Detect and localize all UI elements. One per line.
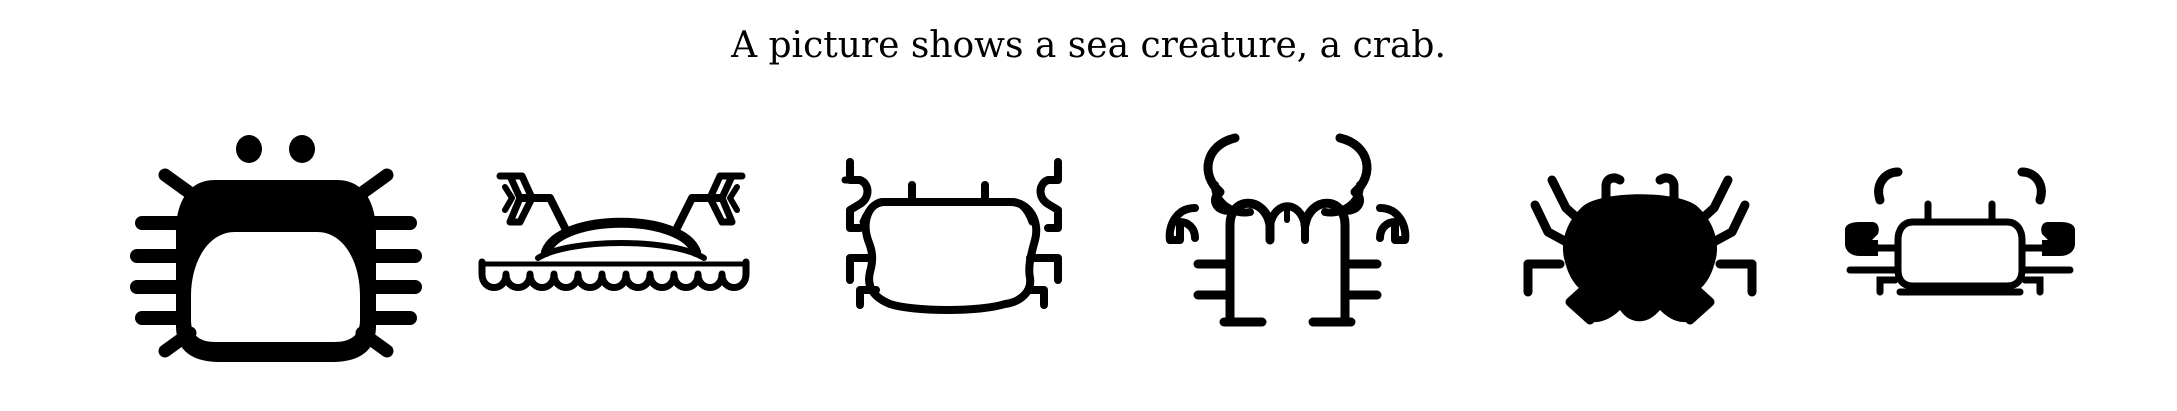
crab-icon-outline xyxy=(841,158,1062,314)
crab-icon-round-shell xyxy=(130,135,422,362)
crab-icon-on-waves xyxy=(478,172,750,291)
crab-icon-tall-claws xyxy=(1165,133,1410,327)
crab-icon-solid-spider xyxy=(1523,173,1757,325)
caption-text: A picture shows a sea creature, a crab. xyxy=(731,25,1446,66)
crab-icon-small-outline xyxy=(1845,167,2075,296)
